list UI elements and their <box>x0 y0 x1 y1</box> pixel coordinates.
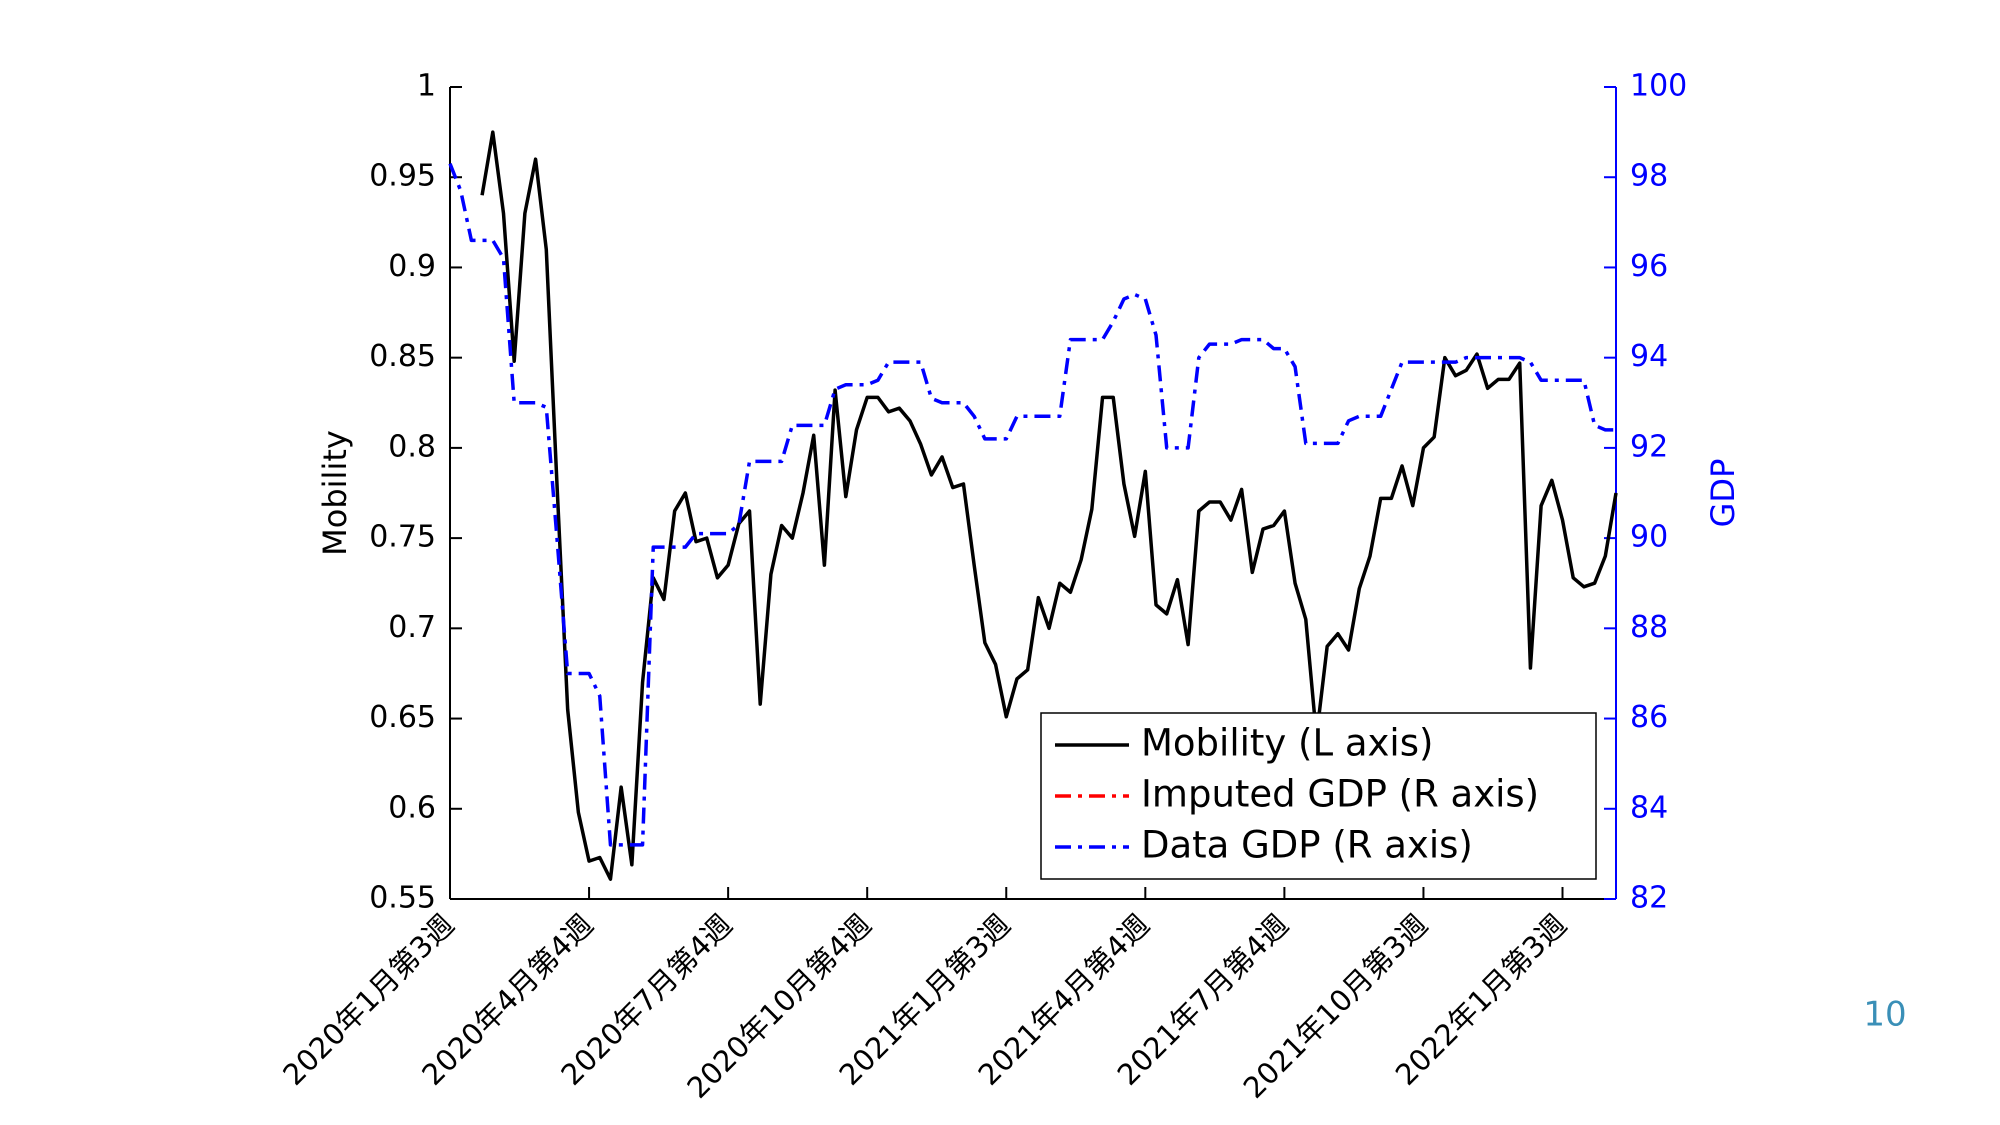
y2-tick-label: 82 <box>1630 881 1668 916</box>
y2-tick-label: 88 <box>1630 610 1668 645</box>
y-tick-label: 0.85 <box>369 339 436 374</box>
y2-tick-label: 90 <box>1630 520 1668 555</box>
y2-tick-label: 100 <box>1630 69 1687 104</box>
y2-tick-label: 86 <box>1630 700 1668 735</box>
y2-tick-label: 94 <box>1630 339 1668 374</box>
y-tick-label: 0.7 <box>388 610 436 645</box>
y-tick-label: 0.9 <box>388 249 436 284</box>
series-line <box>448 163 1616 847</box>
y2-tick-label: 92 <box>1630 429 1668 464</box>
series-line <box>480 130 1618 881</box>
y-tick-label: 0.65 <box>369 700 436 735</box>
y-tick-label: 0.55 <box>369 881 436 916</box>
y2-tick-label: 98 <box>1630 159 1668 194</box>
y-tick-label: 1 <box>417 69 436 104</box>
y2-axis-title: GDP <box>1704 459 1742 528</box>
y-axis-title: Mobility <box>316 430 354 556</box>
legend-label: Data GDP (R axis) <box>1141 824 1473 867</box>
y-tick-label: 0.75 <box>369 520 436 555</box>
y-tick-label: 0.8 <box>388 429 436 464</box>
legend-label: Mobility (L axis) <box>1141 722 1433 765</box>
y2-tick-label: 96 <box>1630 249 1668 284</box>
y-tick-label: 0.95 <box>369 159 436 194</box>
legend-box <box>1040 712 1597 880</box>
y-tick-label: 0.6 <box>388 790 436 825</box>
y2-tick-label: 84 <box>1630 790 1668 825</box>
legend-label: Imputed GDP (R axis) <box>1141 773 1539 816</box>
page-number: 10 <box>1863 995 1906 1035</box>
